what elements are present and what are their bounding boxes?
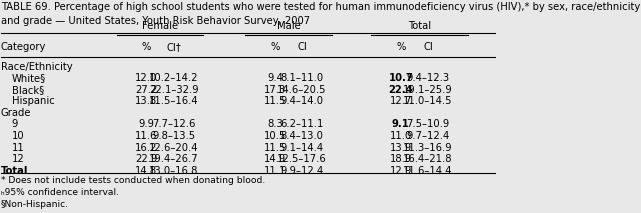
- Text: 8.3: 8.3: [267, 119, 283, 130]
- Text: 9.4: 9.4: [267, 73, 283, 83]
- Text: 8.4–13.0: 8.4–13.0: [281, 131, 324, 141]
- Text: 11.1: 11.1: [263, 166, 286, 176]
- Text: and grade — United States, Youth Risk Behavior Survey, 2007: and grade — United States, Youth Risk Be…: [1, 16, 310, 26]
- Text: Black§: Black§: [12, 85, 44, 95]
- Text: 11: 11: [12, 142, 24, 153]
- Text: 9.4–14.0: 9.4–14.0: [281, 96, 324, 106]
- Text: 11.5: 11.5: [263, 142, 286, 153]
- Text: 6.2–11.1: 6.2–11.1: [280, 119, 324, 130]
- Text: 11.0–14.5: 11.0–14.5: [403, 96, 453, 106]
- Text: 22.1–32.9: 22.1–32.9: [149, 85, 199, 95]
- Text: 13.8: 13.8: [135, 96, 158, 106]
- Text: Race/Ethnicity: Race/Ethnicity: [1, 62, 72, 72]
- Text: Total: Total: [1, 166, 28, 176]
- Text: 10.7: 10.7: [388, 73, 413, 83]
- Text: 14.6–20.5: 14.6–20.5: [278, 85, 327, 95]
- Text: 9: 9: [12, 119, 18, 130]
- Text: CI: CI: [423, 42, 433, 52]
- Text: Category: Category: [1, 42, 46, 52]
- Text: CI: CI: [297, 42, 307, 52]
- Text: 11.5: 11.5: [263, 96, 286, 106]
- Text: 19.4–26.7: 19.4–26.7: [149, 154, 199, 164]
- Text: 12.5–17.6: 12.5–17.6: [277, 154, 327, 164]
- Text: 11.5–16.4: 11.5–16.4: [149, 96, 199, 106]
- Text: Grade: Grade: [1, 108, 31, 118]
- Text: 9.8–13.5: 9.8–13.5: [152, 131, 195, 141]
- Text: 19.1–25.9: 19.1–25.9: [403, 85, 453, 95]
- Text: ₕ95% confidence interval.: ₕ95% confidence interval.: [1, 188, 119, 197]
- Text: 9.9: 9.9: [138, 119, 154, 130]
- Text: 22.9: 22.9: [135, 154, 158, 164]
- Text: %: %: [271, 42, 279, 52]
- Text: 14.9: 14.9: [263, 154, 286, 164]
- Text: 12.7: 12.7: [390, 96, 412, 106]
- Text: Hispanic: Hispanic: [12, 96, 54, 106]
- Text: TABLE 69. Percentage of high school students who were tested for human immunodef: TABLE 69. Percentage of high school stud…: [1, 2, 641, 12]
- Text: 27.2: 27.2: [135, 85, 158, 95]
- Text: 11.6–14.4: 11.6–14.4: [403, 166, 453, 176]
- Text: 16.4–21.8: 16.4–21.8: [403, 154, 453, 164]
- Text: 10.5: 10.5: [263, 131, 286, 141]
- Text: 9.1: 9.1: [392, 119, 410, 130]
- Text: 16.2: 16.2: [135, 142, 158, 153]
- Text: %: %: [396, 42, 406, 52]
- Text: * Does not include tests conducted when donating blood.: * Does not include tests conducted when …: [1, 176, 265, 185]
- Text: White§: White§: [12, 73, 46, 83]
- Text: 10: 10: [12, 131, 24, 141]
- Text: Male: Male: [276, 21, 301, 31]
- Text: CI†: CI†: [166, 42, 181, 52]
- Text: 11.0: 11.0: [390, 131, 412, 141]
- Text: Female: Female: [142, 21, 178, 31]
- Text: 11.3–16.9: 11.3–16.9: [403, 142, 453, 153]
- Text: 11.6: 11.6: [135, 131, 158, 141]
- Text: 18.9: 18.9: [390, 154, 412, 164]
- Text: 12: 12: [12, 154, 24, 164]
- Text: 22.4: 22.4: [388, 85, 413, 95]
- Text: 9.1–14.4: 9.1–14.4: [281, 142, 324, 153]
- Text: 14.8: 14.8: [135, 166, 158, 176]
- Text: 9.7–12.4: 9.7–12.4: [406, 131, 449, 141]
- Text: %: %: [142, 42, 151, 52]
- Text: 8.1–11.0: 8.1–11.0: [281, 73, 324, 83]
- Text: 17.3: 17.3: [263, 85, 286, 95]
- Text: 13.0–16.8: 13.0–16.8: [149, 166, 198, 176]
- Text: §Non-Hispanic.: §Non-Hispanic.: [1, 200, 69, 209]
- Text: 7.7–12.6: 7.7–12.6: [152, 119, 196, 130]
- Text: 9.9–12.4: 9.9–12.4: [280, 166, 324, 176]
- Text: 13.9: 13.9: [390, 142, 412, 153]
- Text: 9.4–12.3: 9.4–12.3: [406, 73, 449, 83]
- Text: 12.0: 12.0: [135, 73, 158, 83]
- Text: 12.6–20.4: 12.6–20.4: [149, 142, 198, 153]
- Text: 12.9: 12.9: [390, 166, 412, 176]
- Text: 10.2–14.2: 10.2–14.2: [149, 73, 198, 83]
- Text: Total: Total: [408, 21, 431, 31]
- Text: 7.5–10.9: 7.5–10.9: [406, 119, 449, 130]
